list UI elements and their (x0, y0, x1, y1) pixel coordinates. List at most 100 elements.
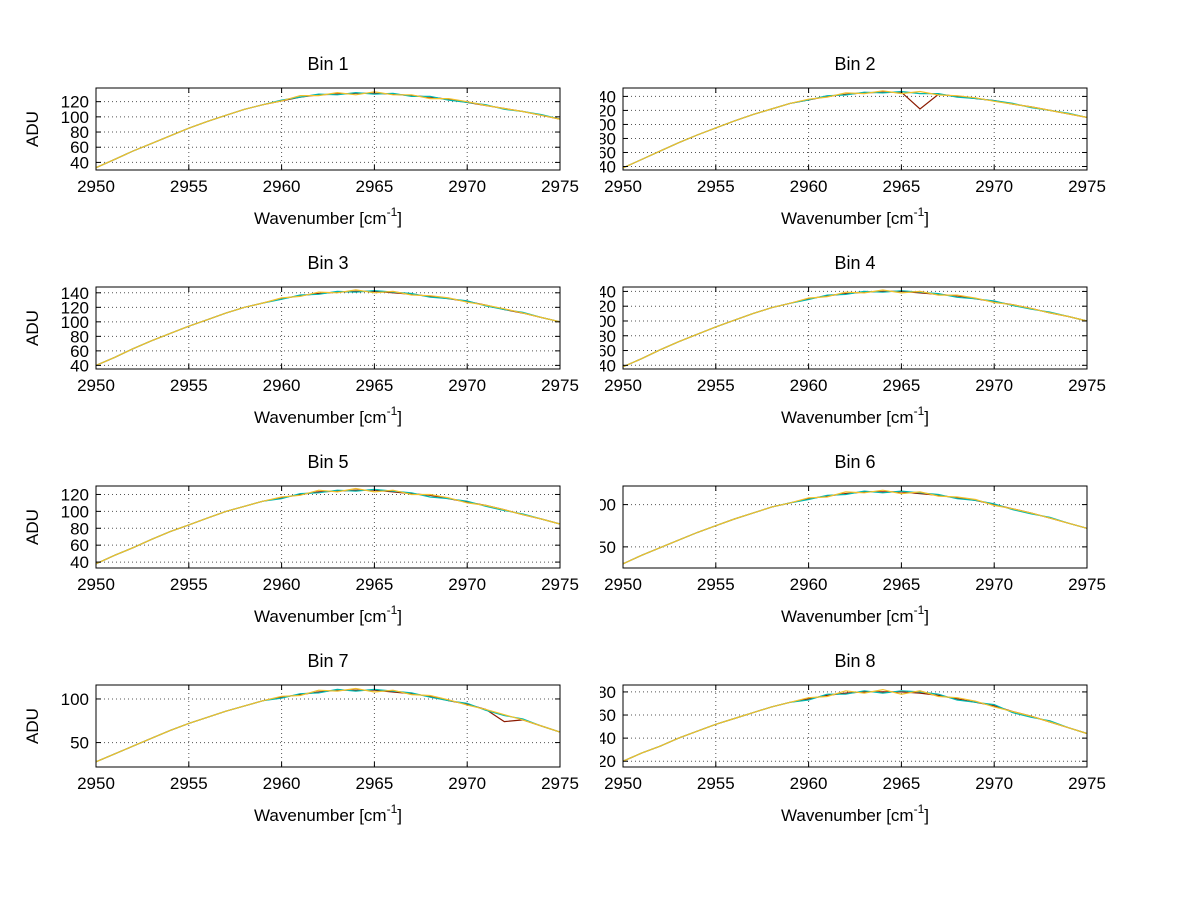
series-yellow (622, 688, 1088, 762)
axes-box (622, 87, 1088, 171)
x-axis-label: Wavenumber [cm-1] (781, 802, 929, 825)
series-yellow (95, 91, 561, 169)
data-series (622, 489, 1088, 565)
x-axis-label: Wavenumber [cm-1] (781, 404, 929, 427)
x-tick-label: 2965 (355, 774, 393, 793)
x-tick-label: 2950 (604, 376, 642, 395)
y-tick-label: 100 (61, 313, 89, 332)
axes-box (95, 684, 561, 768)
series-cyan (622, 290, 1088, 368)
grid-lines (95, 88, 561, 170)
y-tick-label: 60 (600, 342, 616, 361)
y-tick-label: 140 (61, 284, 89, 303)
series-cyan (95, 688, 561, 763)
y-tick-label: 80 (70, 327, 89, 346)
x-tick-label: 2975 (541, 575, 579, 594)
subplot-bin-1: Bin 1 2950 2955 2960 2965 2970 2975 40608010012… (23, 54, 579, 228)
x-tick-label: 2965 (882, 575, 920, 594)
y-tick-label: 40 (70, 153, 89, 172)
x-tick-label: 2965 (882, 376, 920, 395)
x-tick-label: 2975 (541, 177, 579, 196)
x-tick-label: 2960 (790, 774, 828, 793)
x-tick-label: 2975 (1068, 376, 1106, 395)
y-tick-label: 60 (70, 138, 89, 157)
x-tick-label: 2950 (77, 575, 115, 594)
x-tick-label: 2950 (604, 575, 642, 594)
y-tick-label: 100 (61, 502, 89, 521)
y-tick-label: 20 (600, 752, 616, 771)
x-tick-labels: 2950 2955 2960 2965 2970 2975 (604, 177, 1106, 196)
x-tick-labels: 2950 2955 2960 2965 2970 2975 (77, 774, 579, 793)
y-tick-label: 80 (70, 123, 89, 142)
y-tick-label: 80 (600, 683, 616, 702)
x-axis-label: Wavenumber [cm-1] (254, 802, 402, 825)
x-tick-label: 2975 (541, 376, 579, 395)
x-tick-label: 2955 (170, 376, 208, 395)
x-tick-label: 2955 (170, 575, 208, 594)
grid-lines (95, 486, 561, 568)
x-tick-label: 2950 (77, 376, 115, 395)
data-series (95, 91, 561, 169)
series-cyan (95, 488, 561, 565)
x-tick-label: 2960 (263, 376, 301, 395)
y-tick-label: 80 (600, 327, 616, 346)
series-yellow (95, 289, 561, 366)
grid-lines (95, 685, 561, 767)
x-tick-label: 2970 (448, 774, 486, 793)
axes-box (95, 286, 561, 370)
x-axis-label: Wavenumber [cm-1] (254, 404, 402, 427)
series-dark-red (95, 92, 561, 169)
y-tick-label: 120 (61, 93, 89, 112)
x-tick-label: 2965 (882, 177, 920, 196)
x-tick-label: 2960 (263, 575, 301, 594)
x-tick-labels: 2950 2955 2960 2965 2970 2975 (604, 575, 1106, 594)
y-tick-label: 60 (70, 342, 89, 361)
series-dark-red (622, 290, 1088, 368)
x-tick-labels: 2950 2955 2960 2965 2970 2975 (77, 575, 579, 594)
grid-lines (622, 685, 1088, 767)
axes-box (622, 485, 1088, 569)
x-tick-label: 2970 (975, 774, 1013, 793)
subplot-title: Bin 5 (307, 452, 348, 472)
x-tick-labels: 2950 2955 2960 2965 2970 2975 (77, 376, 579, 395)
y-tick-label: 40 (600, 356, 616, 375)
x-tick-label: 2955 (697, 177, 735, 196)
x-tick-label: 2950 (604, 177, 642, 196)
x-tick-label: 2965 (882, 774, 920, 793)
data-series (95, 289, 561, 366)
x-tick-label: 2960 (263, 774, 301, 793)
data-series (622, 289, 1088, 368)
subplot-bin-3: Bin 3 2950 2955 2960 2965 2970 2975 40608010012… (23, 253, 579, 427)
y-tick-label: 120 (61, 298, 89, 317)
x-tick-label: 2955 (170, 774, 208, 793)
y-tick-label: 60 (600, 143, 616, 162)
grid-lines (622, 287, 1088, 369)
x-tick-label: 2960 (790, 575, 828, 594)
series-cyan (95, 289, 561, 366)
x-tick-label: 2950 (77, 177, 115, 196)
y-tick-label: 50 (600, 538, 616, 557)
axes-box (622, 684, 1088, 768)
x-tick-label: 2970 (975, 575, 1013, 594)
y-tick-label: 100 (61, 690, 89, 709)
series-dark-red (95, 290, 561, 366)
axes-box (95, 485, 561, 569)
data-series (95, 687, 561, 763)
grid-lines (622, 486, 1088, 568)
series-yellow (95, 687, 561, 763)
x-tick-label: 2960 (790, 376, 828, 395)
y-tick-label: 40 (70, 356, 89, 375)
subplot-title: Bin 3 (307, 253, 348, 273)
x-tick-label: 2955 (170, 177, 208, 196)
y-tick-label: 120 (600, 297, 616, 316)
y-tick-label: 100 (600, 312, 616, 331)
series-cyan (622, 90, 1088, 169)
series-yellow (622, 489, 1088, 565)
series-cyan (95, 91, 561, 169)
x-axis-label: Wavenumber [cm-1] (254, 603, 402, 626)
